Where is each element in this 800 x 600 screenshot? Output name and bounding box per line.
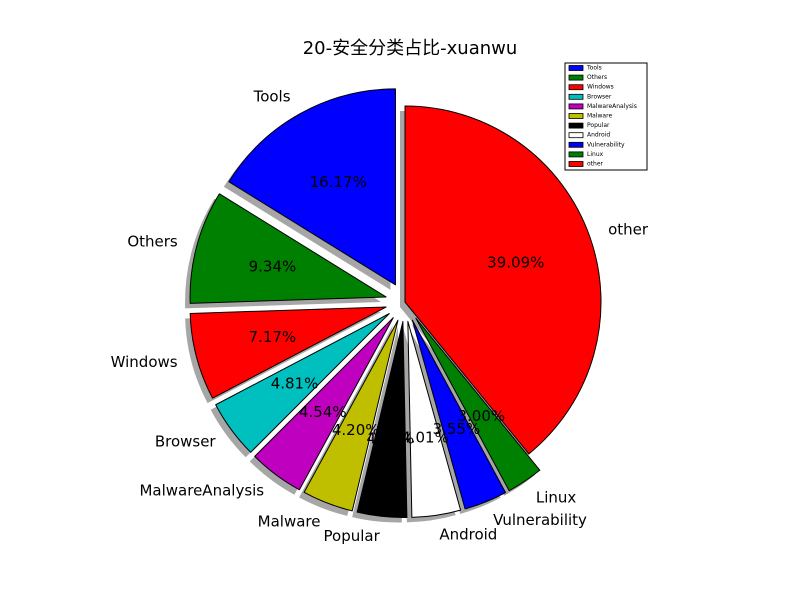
legend-label-malwareanalysis: MalwareAnalysis [587, 103, 637, 110]
slice-label-tools: Tools [253, 88, 291, 106]
slice-other [404, 105, 602, 455]
percent-label-vulnerability: 3.55% [433, 420, 481, 438]
percent-label-malware: 4.20% [332, 421, 380, 439]
percent-label-android: 4.01% [401, 429, 449, 447]
legend-label-others: Others [587, 74, 607, 81]
slice-label-linux: Linux [536, 488, 577, 506]
legend-swatch-malware [568, 113, 584, 119]
legend-label-malware: Malware [587, 113, 612, 120]
percent-label-others: 9.34% [249, 258, 297, 276]
percent-label-linux: 3.00% [458, 407, 506, 425]
percent-label-browser: 4.81% [271, 374, 319, 392]
legend-swatch-linux [568, 151, 584, 158]
legend-swatch-others [568, 74, 584, 81]
legend-label-browser: Browser [587, 93, 612, 100]
slice-malwareanalysis [254, 317, 394, 491]
legend-swatch-other [568, 161, 584, 167]
legend-swatch-tools [568, 65, 584, 71]
slice-label-other: other [608, 221, 649, 239]
percent-label-other: 39.09% [487, 254, 544, 272]
legend-swatch-popular [568, 122, 584, 129]
percent-label-windows: 7.17% [249, 328, 297, 346]
chart-title: 20-安全分类占比-xuanwu [303, 38, 518, 59]
slice-linux [415, 317, 541, 492]
slice-label-android: Android [439, 526, 497, 544]
legend-label-vulnerability: Vulnerability [587, 141, 625, 148]
legend-label-popular: Popular [587, 122, 610, 129]
legend-swatch-vulnerability [568, 141, 584, 148]
legend-label-linux: Linux [587, 151, 604, 158]
slice-popular [356, 320, 408, 518]
slice-label-others: Others [127, 232, 178, 250]
slice-label-vulnerability: Vulnerability [493, 511, 587, 529]
slice-label-popular: Popular [324, 527, 381, 545]
legend-label-tools: Tools [586, 65, 602, 72]
slice-label-windows: Windows [111, 353, 178, 371]
percent-labels: 16.17% 9.34% 7.17% 4.81% 4.54%4.20%4.07%4.01… [249, 173, 545, 447]
legend-swatch-windows [568, 84, 584, 91]
slice-browser [215, 313, 390, 453]
legend-label-other: other [587, 161, 604, 168]
legend: Tools Others Windows Browser MalwareAnalysis… [564, 62, 648, 171]
slice-malware [303, 319, 399, 512]
slice-label-browser: Browser [155, 432, 217, 450]
slice-windows [189, 306, 387, 399]
slice-labels: Tools Others Windows Browser MalwareAnalysis… [111, 88, 649, 545]
legend-label-windows: Windows [587, 84, 614, 91]
legend-swatch-malwareanalysis [568, 103, 584, 110]
percent-label-malwareanalysis: 4.54% [299, 403, 347, 421]
percent-label-tools: 16.17% [310, 173, 367, 191]
slice-label-malware: Malware [258, 513, 321, 531]
slice-label-malwareanalysis: MalwareAnalysis [139, 481, 264, 499]
slice-android [407, 320, 462, 518]
slice-others [189, 193, 387, 304]
legend-label-android: Android [587, 132, 610, 139]
pie-wedges [189, 88, 602, 518]
legend-swatch-browser [568, 93, 584, 100]
percent-label-popular: 4.07% [366, 429, 414, 447]
legend-swatch-android [568, 132, 584, 139]
slice-tools [228, 88, 396, 286]
slice-vulnerability [411, 319, 507, 510]
